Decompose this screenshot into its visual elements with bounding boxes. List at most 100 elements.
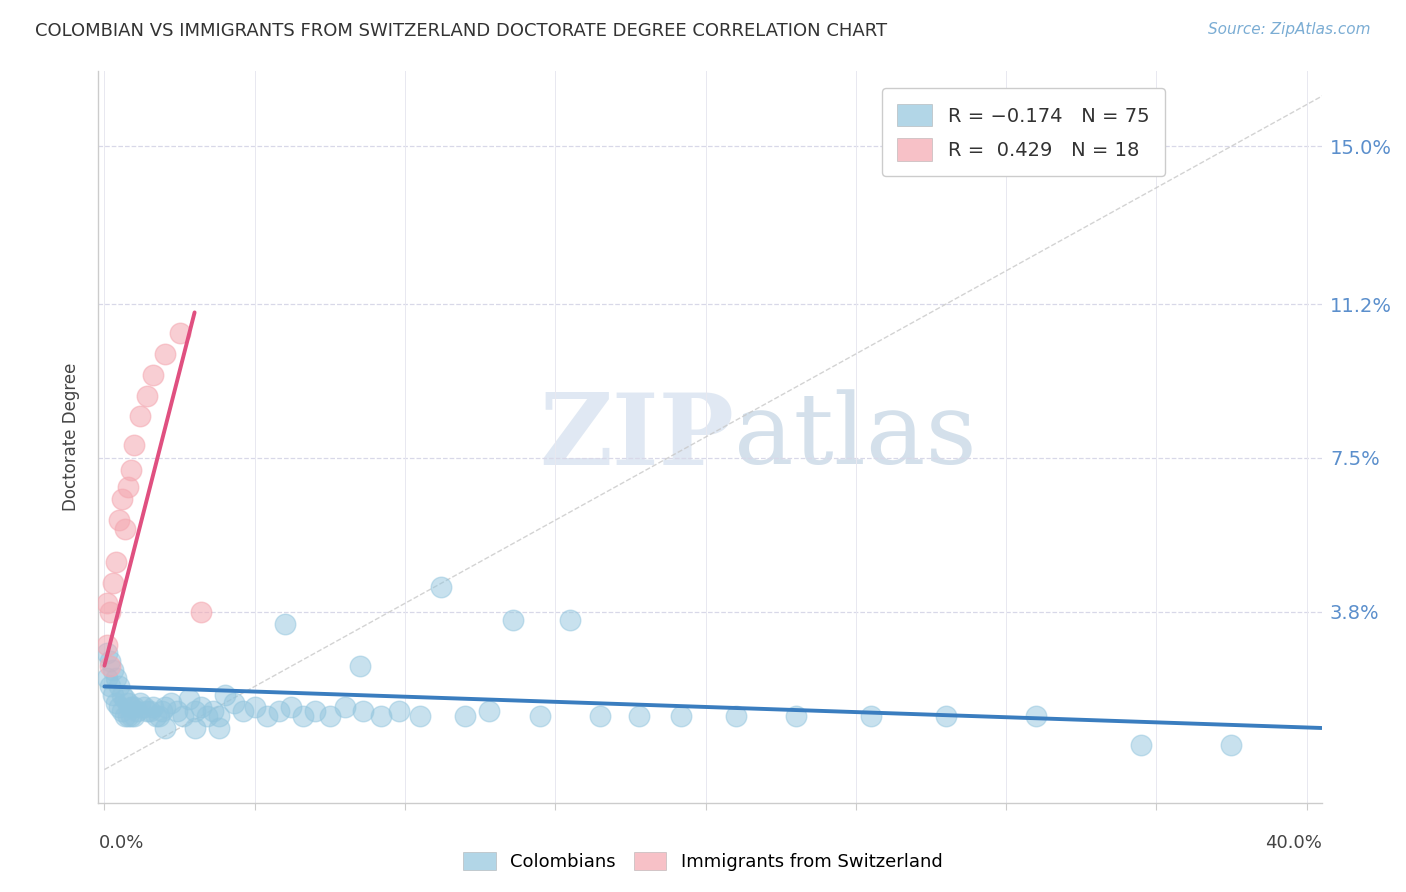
- Point: [267, 705, 290, 719]
- Point: [529, 708, 551, 723]
- Point: [589, 708, 612, 723]
- Text: atlas: atlas: [734, 389, 977, 485]
- Point: [105, 671, 128, 685]
- Point: [121, 463, 143, 477]
- Point: [111, 688, 134, 702]
- Point: [190, 605, 212, 619]
- Point: [100, 655, 122, 669]
- Text: COLOMBIAN VS IMMIGRANTS FROM SWITZERLAND DOCTORATE DEGREE CORRELATION CHART: COLOMBIAN VS IMMIGRANTS FROM SWITZERLAND…: [35, 22, 887, 40]
- Point: [183, 705, 205, 719]
- Point: [291, 708, 314, 723]
- Point: [108, 680, 131, 694]
- Text: ZIP: ZIP: [540, 389, 734, 485]
- Point: [96, 671, 118, 685]
- Point: [177, 692, 200, 706]
- Point: [502, 613, 524, 627]
- Point: [153, 347, 176, 361]
- Point: [183, 721, 205, 735]
- Point: [117, 696, 139, 710]
- Legend: R = −0.174   N = 75, R =  0.429   N = 18: R = −0.174 N = 75, R = 0.429 N = 18: [882, 88, 1166, 176]
- Point: [135, 388, 157, 402]
- Point: [100, 605, 122, 619]
- Point: [108, 700, 131, 714]
- Text: 0.0%: 0.0%: [98, 834, 143, 852]
- Point: [159, 696, 181, 710]
- Text: 40.0%: 40.0%: [1265, 834, 1322, 852]
- Point: [859, 708, 882, 723]
- Point: [243, 700, 266, 714]
- Point: [124, 708, 146, 723]
- Point: [1130, 738, 1153, 752]
- Point: [232, 705, 254, 719]
- Point: [96, 646, 118, 660]
- Point: [100, 680, 122, 694]
- Point: [129, 409, 152, 424]
- Point: [724, 708, 747, 723]
- Point: [478, 705, 501, 719]
- Point: [108, 513, 131, 527]
- Point: [409, 708, 432, 723]
- Point: [201, 705, 224, 719]
- Point: [370, 708, 392, 723]
- Point: [111, 492, 134, 507]
- Point: [1025, 708, 1047, 723]
- Point: [560, 613, 582, 627]
- Point: [124, 700, 146, 714]
- Point: [117, 708, 139, 723]
- Point: [153, 700, 176, 714]
- Point: [103, 663, 125, 677]
- Point: [388, 705, 411, 719]
- Point: [135, 705, 157, 719]
- Y-axis label: Doctorate Degree: Doctorate Degree: [62, 363, 80, 511]
- Point: [124, 438, 146, 452]
- Point: [172, 708, 194, 723]
- Point: [208, 708, 231, 723]
- Point: [935, 708, 957, 723]
- Point: [103, 688, 125, 702]
- Point: [127, 705, 149, 719]
- Point: [628, 708, 651, 723]
- Point: [100, 658, 122, 673]
- Point: [114, 692, 136, 706]
- Point: [214, 688, 236, 702]
- Point: [349, 658, 371, 673]
- Point: [430, 580, 453, 594]
- Text: Source: ZipAtlas.com: Source: ZipAtlas.com: [1208, 22, 1371, 37]
- Point: [785, 708, 807, 723]
- Point: [222, 696, 245, 710]
- Point: [319, 708, 342, 723]
- Point: [256, 708, 278, 723]
- Point: [153, 721, 176, 735]
- Point: [280, 700, 302, 714]
- Point: [111, 705, 134, 719]
- Point: [145, 708, 167, 723]
- Point: [121, 700, 143, 714]
- Point: [195, 708, 218, 723]
- Point: [132, 700, 155, 714]
- Point: [1220, 738, 1243, 752]
- Point: [96, 596, 118, 610]
- Point: [141, 700, 163, 714]
- Point: [274, 617, 297, 632]
- Point: [166, 705, 188, 719]
- Point: [105, 696, 128, 710]
- Point: [169, 326, 191, 341]
- Point: [150, 705, 173, 719]
- Legend: Colombians, Immigrants from Switzerland: Colombians, Immigrants from Switzerland: [456, 845, 950, 879]
- Point: [454, 708, 477, 723]
- Point: [129, 696, 152, 710]
- Point: [208, 721, 231, 735]
- Point: [304, 705, 326, 719]
- Point: [105, 555, 128, 569]
- Point: [114, 521, 136, 535]
- Point: [96, 638, 118, 652]
- Point: [117, 480, 139, 494]
- Point: [141, 368, 163, 382]
- Point: [148, 708, 170, 723]
- Point: [114, 708, 136, 723]
- Point: [190, 700, 212, 714]
- Point: [121, 708, 143, 723]
- Point: [138, 705, 160, 719]
- Point: [333, 700, 356, 714]
- Point: [352, 705, 374, 719]
